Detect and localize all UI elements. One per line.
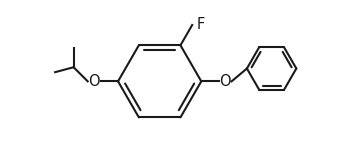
Text: F: F <box>196 17 205 32</box>
Text: O: O <box>88 74 100 89</box>
Text: O: O <box>219 74 231 89</box>
